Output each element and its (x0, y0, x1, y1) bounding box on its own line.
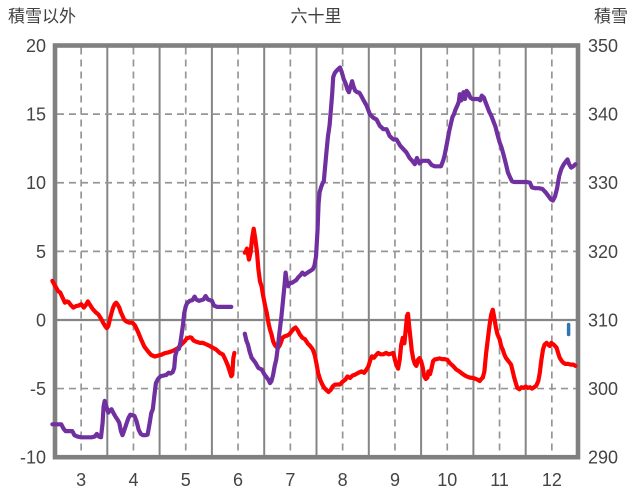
series-red-segment-1 (50, 278, 237, 379)
series-purple-segment-1 (50, 293, 234, 440)
axis-tick-labels: 20 15 10 5 0 -5 -10 350 340 330 320 310 300 290 3 4 5 6 7 8… (20, 36, 618, 490)
right-axis-tick-330: 330 (588, 173, 618, 193)
left-axis-title: 積雪以外 (8, 7, 76, 26)
x-axis-tick-9: 9 (390, 470, 400, 490)
left-axis-tick-15: 15 (26, 105, 46, 125)
series-purple-segment-2 (242, 65, 578, 386)
right-axis-title: 積雪 (594, 7, 628, 26)
left-axis-tick-0: 0 (36, 310, 46, 330)
left-axis-tick--10: -10 (20, 448, 46, 468)
right-axis-tick-300: 300 (588, 379, 618, 399)
x-axis-tick-4: 4 (128, 470, 138, 490)
right-axis-tick-350: 350 (588, 36, 618, 56)
plot-border (52, 43, 581, 460)
left-axis-tick-5: 5 (36, 242, 46, 262)
right-axis-tick-310: 310 (588, 310, 618, 330)
left-axis-tick-20: 20 (26, 36, 46, 56)
x-axis-tick-7: 7 (285, 470, 295, 490)
left-axis-tick-10: 10 (26, 173, 46, 193)
x-axis-tick-6: 6 (233, 470, 243, 490)
x-axis-tick-12: 12 (542, 470, 562, 490)
series-red-segment-2 (242, 226, 578, 395)
x-axis-tick-11: 11 (490, 470, 509, 490)
left-axis-tick--5: -5 (30, 379, 46, 399)
x-axis-tick-3: 3 (76, 470, 86, 490)
data-series (50, 65, 578, 440)
right-axis-tick-340: 340 (588, 105, 618, 125)
x-axis-tick-5: 5 (181, 470, 191, 490)
x-axis-tick-10: 10 (437, 470, 457, 490)
x-axis-tick-8: 8 (338, 470, 348, 490)
right-axis-tick-320: 320 (588, 242, 618, 262)
right-axis-tick-290: 290 (588, 448, 618, 468)
chart-title: 六十里 (291, 7, 342, 26)
